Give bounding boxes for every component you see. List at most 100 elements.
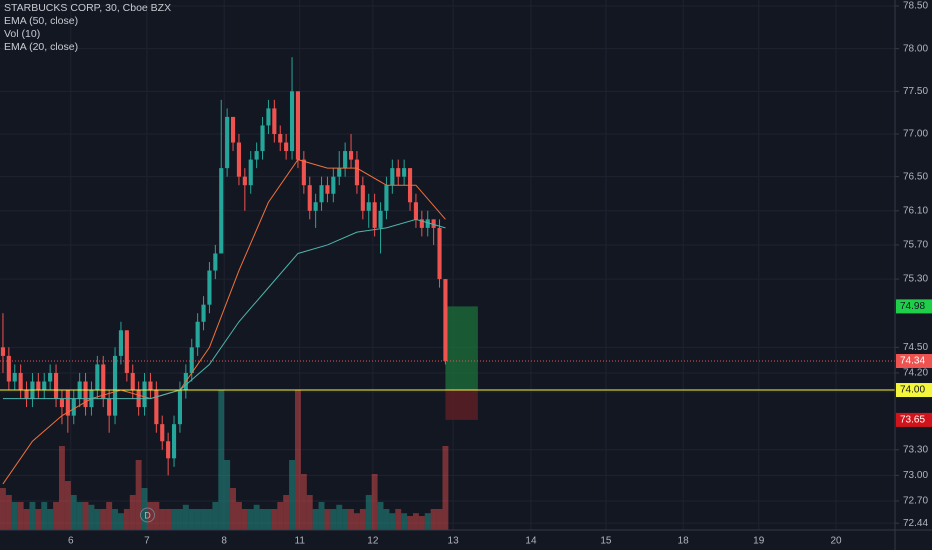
candle-body (402, 168, 407, 177)
candle-body (360, 185, 365, 211)
candle-body (65, 390, 70, 416)
candle-body (48, 372, 53, 382)
volume-bar (289, 460, 295, 530)
x-tick-label: 8 (221, 536, 227, 547)
candle-body (396, 168, 401, 177)
x-tick-label: 14 (525, 536, 537, 547)
volume-bar (29, 502, 36, 530)
target-zone (445, 306, 478, 391)
candle-body (236, 142, 242, 177)
volume-bar (294, 390, 301, 530)
volume-bar (330, 509, 337, 530)
volume-bar (94, 509, 101, 530)
volume-bar (41, 502, 48, 530)
candle-body (71, 398, 76, 416)
candle-body (278, 133, 283, 143)
volume-bar (147, 502, 154, 530)
candle-body (295, 91, 301, 160)
volume-bar (348, 509, 354, 530)
candle-body (390, 168, 395, 186)
volume-bar (407, 516, 413, 530)
volume-bar (283, 495, 290, 530)
candle-body (130, 372, 135, 391)
volume-bar (377, 502, 384, 530)
candle-body (343, 151, 348, 169)
candle-body (425, 219, 430, 228)
price-tag (896, 354, 932, 369)
y-tick-label: 72.70 (903, 496, 928, 507)
volume-bar (100, 509, 107, 530)
volume-bar (88, 504, 95, 530)
volume-bar (47, 509, 54, 530)
dividend-marker (139, 507, 155, 523)
candle-body (171, 424, 177, 459)
candle-body (12, 372, 17, 382)
volume-bar (123, 509, 130, 530)
price-tag (896, 412, 932, 427)
candle-body (289, 91, 295, 152)
volume-bar (58, 446, 65, 530)
candle-body (36, 381, 41, 391)
x-tick-label: 15 (600, 536, 612, 547)
candle-body (354, 159, 360, 186)
candle-body (301, 159, 306, 186)
candle-body (337, 168, 342, 177)
volume-bar (389, 513, 396, 530)
candle-body (107, 398, 112, 416)
candle-body (177, 390, 183, 425)
volume-bar (247, 509, 254, 530)
price-tag-label: 74.98 (900, 301, 925, 312)
volume-bar (430, 509, 437, 530)
volume-bar (324, 509, 331, 530)
x-tick-label: 6 (68, 536, 74, 547)
candle-body (419, 219, 424, 228)
y-tick-label: 78.50 (903, 1, 928, 12)
y-tick-label: 72.44 (903, 518, 928, 529)
volume-bar (70, 495, 77, 530)
y-tick-label: 75.70 (903, 240, 928, 251)
volume-bar (235, 502, 242, 530)
volume-bar (277, 502, 284, 530)
volume-bar (35, 509, 42, 530)
volume-bar (353, 513, 360, 530)
y-tick-label: 77.00 (903, 129, 928, 140)
x-tick-label: 7 (144, 536, 150, 547)
volume-bar (212, 502, 219, 530)
volume-bar (395, 509, 402, 530)
volume-bar (206, 509, 213, 530)
x-tick-label: 18 (678, 536, 690, 547)
volume-bar (182, 504, 189, 530)
ema-line (2, 159, 446, 485)
candle-body (213, 253, 218, 271)
volume-bar (342, 509, 349, 530)
volume-bar (318, 502, 325, 530)
indicator-label: Vol (10) (4, 28, 40, 40)
price-tag (896, 299, 932, 314)
candle-body (443, 279, 448, 362)
volume-bar (194, 509, 201, 530)
candle-body (154, 390, 159, 425)
price-tag-label: 73.65 (900, 415, 925, 426)
price-tag (896, 383, 932, 398)
candle-body (0, 347, 6, 356)
volume-bar (300, 474, 307, 530)
volume-bar (383, 509, 390, 530)
x-tick-label: 20 (830, 536, 842, 547)
price-tag-label: 74.34 (900, 356, 925, 367)
y-tick-label: 78.00 (903, 43, 928, 54)
volume-bar (271, 509, 278, 530)
y-tick-label: 73.00 (903, 470, 928, 481)
candle-body (248, 159, 253, 186)
candle-body (348, 151, 354, 160)
volume-bar (11, 502, 18, 530)
volume-bar (200, 509, 207, 530)
y-tick-label: 76.10 (903, 205, 928, 216)
volume-bar (312, 509, 319, 530)
candle-body (195, 321, 200, 348)
volume-bar (259, 509, 266, 530)
candle-body (378, 210, 383, 228)
candle-body (266, 108, 271, 126)
candle-body (230, 116, 236, 143)
candle-body (160, 424, 165, 442)
